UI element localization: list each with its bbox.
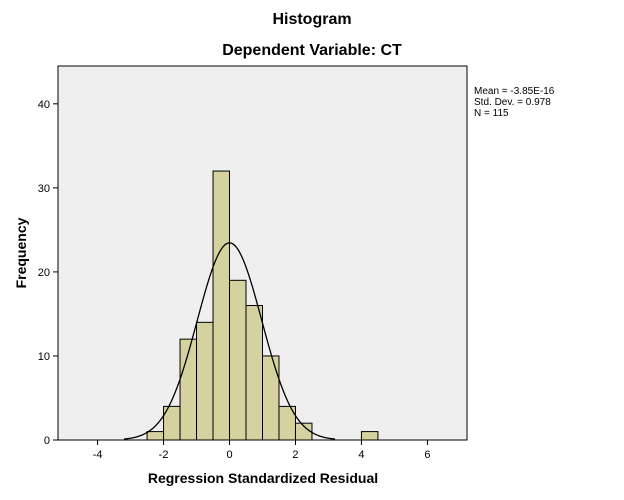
chart-title: Histogram bbox=[272, 11, 352, 28]
axis-ticks: -4 -2 0 2 4 6 0 10 20 30 40 bbox=[38, 99, 431, 461]
y-tick-label: 30 bbox=[38, 183, 50, 195]
x-tick-label: 6 bbox=[424, 449, 430, 461]
x-tick-label: 4 bbox=[358, 449, 364, 461]
x-tick-label: 0 bbox=[226, 449, 232, 461]
histogram-bar bbox=[262, 355, 280, 441]
y-tick-label: 0 bbox=[44, 435, 50, 447]
plot-frame bbox=[57, 65, 468, 441]
histogram-bar bbox=[146, 431, 165, 441]
y-tick-label: 10 bbox=[38, 351, 50, 363]
y-axis-title: Frequency bbox=[13, 217, 29, 288]
chart-subtitle: Dependent Variable: CT bbox=[222, 42, 402, 59]
x-tick-label: -2 bbox=[159, 449, 169, 461]
stat-mean: Mean = -3.85E-16 bbox=[474, 86, 555, 97]
y-tick-label: 40 bbox=[38, 99, 50, 111]
histogram-bar bbox=[212, 170, 231, 441]
stat-sd: Std. Dev. = 0.978 bbox=[474, 97, 551, 108]
bars-group bbox=[146, 170, 379, 441]
histogram-bar bbox=[360, 431, 379, 441]
x-tick-label: 2 bbox=[292, 449, 298, 461]
histogram-bar bbox=[196, 321, 214, 441]
histogram-bar bbox=[229, 279, 247, 441]
stat-n: N = 115 bbox=[474, 108, 509, 119]
x-tick-label: -4 bbox=[93, 449, 103, 461]
x-axis-title: Regression Standardized Residual bbox=[148, 470, 378, 486]
histogram-bar bbox=[245, 305, 264, 441]
y-tick-label: 20 bbox=[38, 267, 50, 279]
stats-legend: Mean = -3.85E-16 Std. Dev. = 0.978 N = 1… bbox=[474, 86, 554, 119]
normal-curve bbox=[123, 242, 336, 440]
